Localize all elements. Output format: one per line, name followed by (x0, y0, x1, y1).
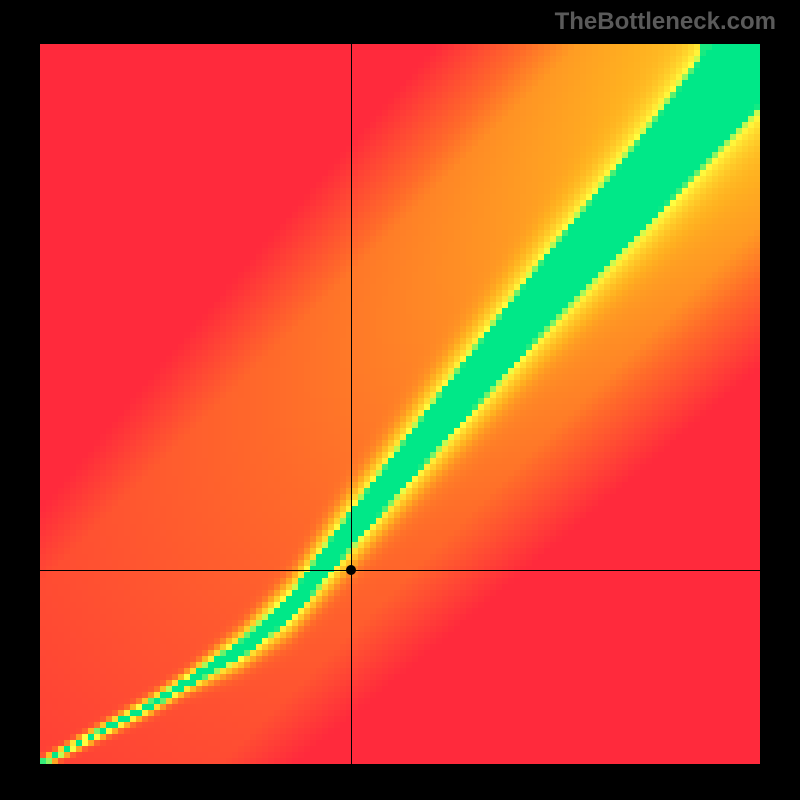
watermark-text: TheBottleneck.com (555, 8, 776, 36)
plot-area (40, 44, 760, 764)
crosshair-horizontal (40, 570, 760, 571)
heatmap-canvas (40, 44, 760, 764)
figure-container: TheBottleneck.com (0, 0, 800, 800)
crosshair-marker (346, 565, 356, 575)
crosshair-vertical (351, 44, 352, 764)
